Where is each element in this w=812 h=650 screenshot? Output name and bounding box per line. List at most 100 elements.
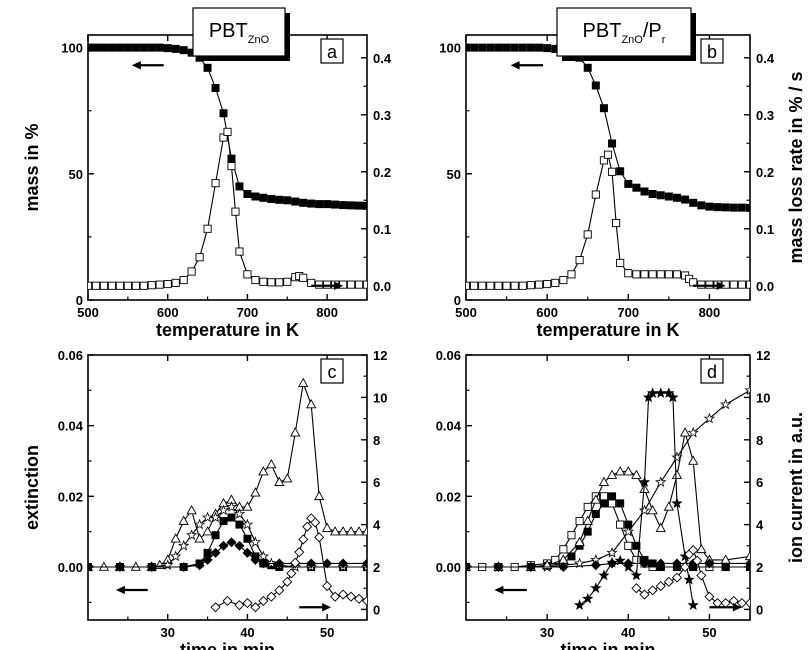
data-point bbox=[632, 541, 641, 550]
data-point bbox=[235, 520, 244, 529]
data-point bbox=[298, 377, 309, 388]
data-point bbox=[315, 280, 324, 289]
data-point bbox=[251, 276, 260, 285]
axis-arrow-left-head bbox=[131, 61, 141, 70]
panel-letter: d bbox=[707, 362, 717, 382]
data-point bbox=[114, 562, 125, 572]
data-point bbox=[219, 517, 228, 526]
data-point bbox=[689, 278, 698, 287]
series-line bbox=[466, 153, 750, 287]
data-point bbox=[362, 280, 367, 289]
chart-panel-d: 30 40 50 0.00 0.02 0.04 0.06 0 2 4 6 8 10 12 time in m… bbox=[436, 348, 806, 650]
y-tick-label: 0.00 bbox=[436, 560, 461, 575]
data-point bbox=[551, 278, 560, 287]
axis-arrow-right-head bbox=[322, 603, 332, 612]
data-point bbox=[361, 561, 367, 572]
data-point bbox=[88, 43, 93, 52]
data-point bbox=[298, 534, 309, 545]
y-tick-label: 100 bbox=[61, 41, 83, 56]
data-point bbox=[299, 198, 308, 207]
data-point bbox=[274, 476, 285, 486]
data-point bbox=[737, 203, 746, 212]
data-point bbox=[598, 569, 610, 581]
data-point bbox=[721, 563, 730, 572]
data-point bbox=[99, 43, 108, 52]
data-point bbox=[744, 598, 750, 609]
data-point bbox=[361, 526, 367, 536]
data-point bbox=[551, 555, 560, 564]
data-point bbox=[510, 43, 519, 52]
data-point bbox=[672, 193, 681, 202]
data-point bbox=[655, 522, 666, 532]
series-line bbox=[466, 47, 750, 209]
y-tick-label: 0 bbox=[76, 293, 83, 308]
data-point bbox=[347, 280, 356, 289]
data-point bbox=[310, 517, 321, 528]
y-tick-label: 0.02 bbox=[436, 489, 461, 504]
data-point bbox=[608, 167, 617, 176]
data-point bbox=[203, 63, 212, 72]
data-point bbox=[494, 281, 503, 290]
data-point bbox=[687, 599, 699, 610]
data-point bbox=[217, 504, 230, 516]
data-point bbox=[233, 508, 246, 519]
data-point bbox=[705, 280, 714, 289]
data-point bbox=[290, 557, 301, 568]
series-star bbox=[573, 387, 699, 610]
x-tick-label: 700 bbox=[617, 305, 639, 320]
data-point bbox=[131, 43, 140, 52]
data-point bbox=[655, 558, 666, 569]
data-point bbox=[746, 563, 750, 572]
data-point bbox=[664, 192, 673, 201]
y-tick-label: 0.04 bbox=[58, 419, 84, 434]
data-point bbox=[155, 280, 164, 289]
series-open-square bbox=[466, 150, 750, 290]
data-point bbox=[630, 569, 643, 581]
x-tick-label: 50 bbox=[320, 625, 334, 640]
data-point bbox=[187, 267, 196, 276]
chart-title-subscript: ZnO bbox=[248, 34, 270, 46]
data-point bbox=[639, 558, 650, 569]
data-point bbox=[671, 469, 683, 479]
data-point bbox=[250, 487, 261, 497]
x-tick-label: 600 bbox=[157, 305, 179, 320]
data-point bbox=[667, 391, 679, 403]
x-tick-label: 50 bbox=[702, 625, 716, 640]
data-point bbox=[202, 554, 213, 565]
x-axis-label: temperature in K bbox=[536, 320, 679, 340]
data-point bbox=[227, 162, 236, 171]
data-point bbox=[314, 532, 325, 543]
data-point bbox=[107, 281, 116, 290]
data-point bbox=[591, 81, 600, 90]
data-point bbox=[567, 270, 576, 279]
data-point bbox=[599, 499, 608, 508]
data-point bbox=[647, 585, 658, 596]
title-box bbox=[556, 7, 692, 57]
data-point bbox=[225, 500, 238, 512]
data-point bbox=[583, 502, 592, 511]
data-point bbox=[186, 504, 197, 515]
data-point bbox=[598, 476, 610, 486]
data-point bbox=[178, 562, 189, 572]
data-point bbox=[679, 427, 691, 437]
data-point bbox=[583, 63, 592, 72]
data-point bbox=[258, 466, 269, 476]
data-point bbox=[486, 281, 495, 290]
data-point bbox=[339, 201, 348, 210]
data-point bbox=[194, 533, 205, 543]
data-point bbox=[346, 591, 357, 602]
data-point bbox=[323, 280, 332, 289]
data-point bbox=[243, 270, 252, 279]
y-tick-label: 0.04 bbox=[436, 419, 462, 434]
data-point bbox=[91, 43, 100, 52]
data-point bbox=[163, 279, 172, 289]
data-point bbox=[147, 43, 156, 52]
data-point bbox=[98, 561, 110, 571]
data-point bbox=[171, 278, 180, 287]
data-point bbox=[330, 591, 341, 602]
data-point bbox=[655, 476, 667, 488]
data-point bbox=[323, 200, 332, 209]
data-point bbox=[222, 595, 233, 606]
data-point bbox=[139, 281, 148, 290]
y-tick-label: 0 bbox=[454, 293, 461, 308]
